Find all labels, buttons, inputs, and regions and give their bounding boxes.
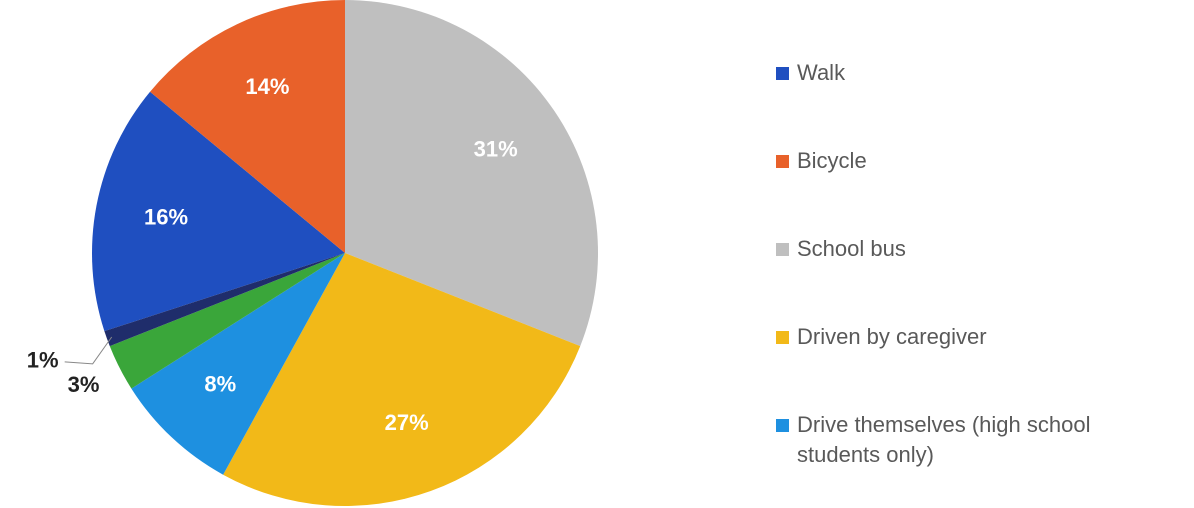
legend-label: Drive themselves (high school students o…: [797, 412, 1091, 467]
legend-label: Walk: [797, 60, 846, 85]
legend-swatch: [776, 155, 789, 168]
legend-item: Walk: [776, 58, 1176, 88]
pie-slice: [345, 0, 598, 347]
data-label: 3%: [68, 372, 100, 397]
data-label: 14%: [245, 74, 289, 99]
legend-swatch: [776, 419, 789, 432]
legend-swatch: [776, 331, 789, 344]
leader-line: [64, 336, 113, 365]
legend-label: Bicycle: [797, 148, 867, 173]
legend: Walk Bicycle School bus Driven by caregiver…: [776, 58, 1176, 508]
legend-item: School bus: [776, 234, 1176, 264]
legend-swatch: [776, 243, 789, 256]
pie-slice: [109, 253, 346, 389]
pie-slice: [131, 253, 345, 475]
legend-item: Driven by caregiver: [776, 322, 1176, 352]
pie-slice: [223, 253, 581, 507]
legend-label: School bus: [797, 236, 906, 261]
pie-slice: [91, 91, 345, 332]
data-label: 8%: [204, 372, 236, 397]
legend-item: Bicycle: [776, 146, 1176, 176]
pie-slice: [150, 0, 345, 253]
data-label: 27%: [385, 410, 429, 435]
data-label: 1%: [27, 348, 59, 373]
data-label: 31%: [474, 136, 518, 161]
legend-swatch: [776, 67, 789, 80]
legend-label: Driven by caregiver: [797, 324, 987, 349]
legend-item: Drive themselves (high school students o…: [776, 410, 1176, 470]
pie-slice: [104, 253, 346, 347]
data-label: 16%: [144, 205, 188, 230]
